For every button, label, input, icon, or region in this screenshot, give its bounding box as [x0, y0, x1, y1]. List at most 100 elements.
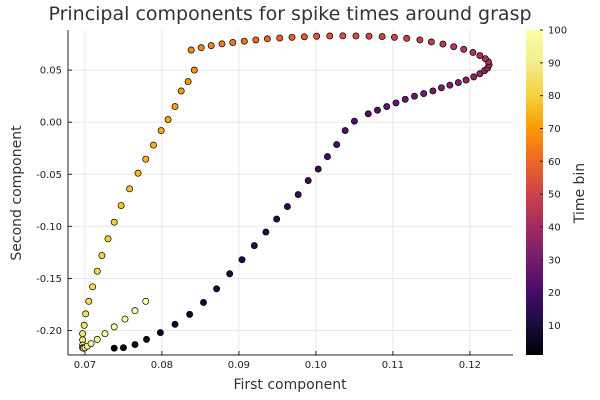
- data-point: [403, 34, 411, 42]
- data-point: [134, 169, 142, 177]
- data-point: [119, 344, 127, 352]
- data-point: [121, 315, 129, 323]
- data-point: [364, 110, 372, 118]
- data-point: [226, 270, 234, 278]
- x-ticks: 0.07 0.08 0.09 0.10 0.11 0.12: [74, 351, 481, 371]
- data-point: [352, 32, 360, 40]
- data-point: [110, 344, 118, 352]
- data-point: [446, 81, 454, 89]
- data-point: [276, 34, 284, 42]
- colorbar-tick-label: 30: [548, 255, 561, 266]
- data-point: [252, 36, 260, 44]
- y-tick-label: -0.10: [36, 222, 62, 233]
- data-point: [126, 185, 134, 193]
- colorbar-tick-label: 70: [548, 124, 561, 135]
- colorbar-title: Time bin: [572, 163, 588, 224]
- data-point: [87, 340, 95, 347]
- data-point: [333, 141, 341, 149]
- colorbar: [526, 30, 543, 355]
- data-point: [79, 330, 87, 338]
- data-point: [117, 202, 125, 209]
- data-point: [350, 117, 358, 125]
- data-point: [190, 66, 198, 74]
- colorbar-ticks: 10 20 30 40 50 60 70 80 90 100: [540, 26, 567, 332]
- data-point: [142, 297, 150, 305]
- data-point: [294, 191, 302, 199]
- data-points: [79, 32, 493, 352]
- data-point: [157, 127, 165, 134]
- data-point: [324, 153, 331, 161]
- data-point: [104, 235, 112, 243]
- data-point: [240, 37, 248, 45]
- data-point: [378, 33, 386, 41]
- data-point: [450, 43, 458, 51]
- colorbar-tick-label: 20: [548, 288, 561, 299]
- data-point: [131, 341, 139, 349]
- data-point: [454, 79, 462, 87]
- data-point: [110, 218, 118, 226]
- y-tick-label: 0.00: [40, 118, 62, 129]
- data-point: [238, 256, 246, 264]
- data-point: [82, 310, 90, 318]
- x-tick-label: 0.09: [228, 360, 250, 371]
- data-point: [207, 42, 215, 50]
- data-point: [80, 321, 88, 329]
- data-point: [101, 330, 109, 338]
- data-point: [283, 203, 291, 211]
- x-tick-label: 0.07: [74, 360, 96, 371]
- data-point: [365, 32, 373, 40]
- x-tick-label: 0.12: [459, 360, 481, 371]
- chart-title: Principal components for spike times aro…: [48, 3, 531, 25]
- data-point: [469, 48, 477, 56]
- data-point: [229, 39, 237, 46]
- data-point: [171, 320, 179, 328]
- x-tick-label: 0.08: [151, 360, 173, 371]
- data-point: [374, 106, 381, 114]
- data-point: [184, 78, 192, 86]
- data-point: [326, 32, 334, 40]
- data-point: [300, 33, 308, 41]
- data-point: [314, 165, 322, 173]
- data-point: [304, 177, 312, 184]
- data-point: [110, 323, 118, 331]
- data-point: [420, 90, 428, 97]
- data-point: [177, 87, 185, 95]
- data-point: [383, 103, 391, 111]
- data-point: [156, 329, 164, 337]
- y-tick-label: 0.05: [40, 66, 62, 77]
- data-point: [218, 40, 226, 48]
- data-point: [93, 335, 101, 343]
- data-point: [288, 33, 296, 41]
- y-ticks: 0.05 0.00 -0.05 -0.10 -0.15 -0.20: [36, 66, 72, 337]
- colorbar-tick-label: 100: [548, 26, 567, 37]
- data-point: [262, 228, 270, 236]
- colorbar-tick-label: 40: [548, 222, 561, 233]
- data-point: [437, 84, 445, 92]
- data-point: [200, 298, 207, 306]
- data-point: [186, 310, 194, 318]
- colorbar-tick-label: 90: [548, 58, 561, 69]
- x-tick-label: 0.10: [305, 360, 327, 371]
- x-tick-label: 0.11: [382, 360, 404, 371]
- data-point: [98, 252, 106, 259]
- data-point: [462, 76, 470, 84]
- data-point: [401, 95, 409, 103]
- data-point: [390, 33, 398, 41]
- data-point: [460, 45, 468, 53]
- y-tick-label: -0.05: [36, 170, 62, 181]
- data-point: [150, 141, 157, 149]
- data-point: [171, 103, 179, 111]
- data-point: [429, 87, 437, 95]
- y-tick-label: -0.20: [36, 326, 62, 337]
- data-point: [164, 116, 172, 124]
- data-point: [476, 52, 484, 59]
- data-point: [213, 285, 221, 293]
- data-point: [93, 267, 101, 275]
- grid: [68, 30, 513, 355]
- data-point: [470, 73, 478, 81]
- data-point: [85, 297, 93, 305]
- data-point: [273, 215, 281, 223]
- y-axis-title: Second component: [9, 125, 25, 261]
- data-point: [439, 40, 447, 48]
